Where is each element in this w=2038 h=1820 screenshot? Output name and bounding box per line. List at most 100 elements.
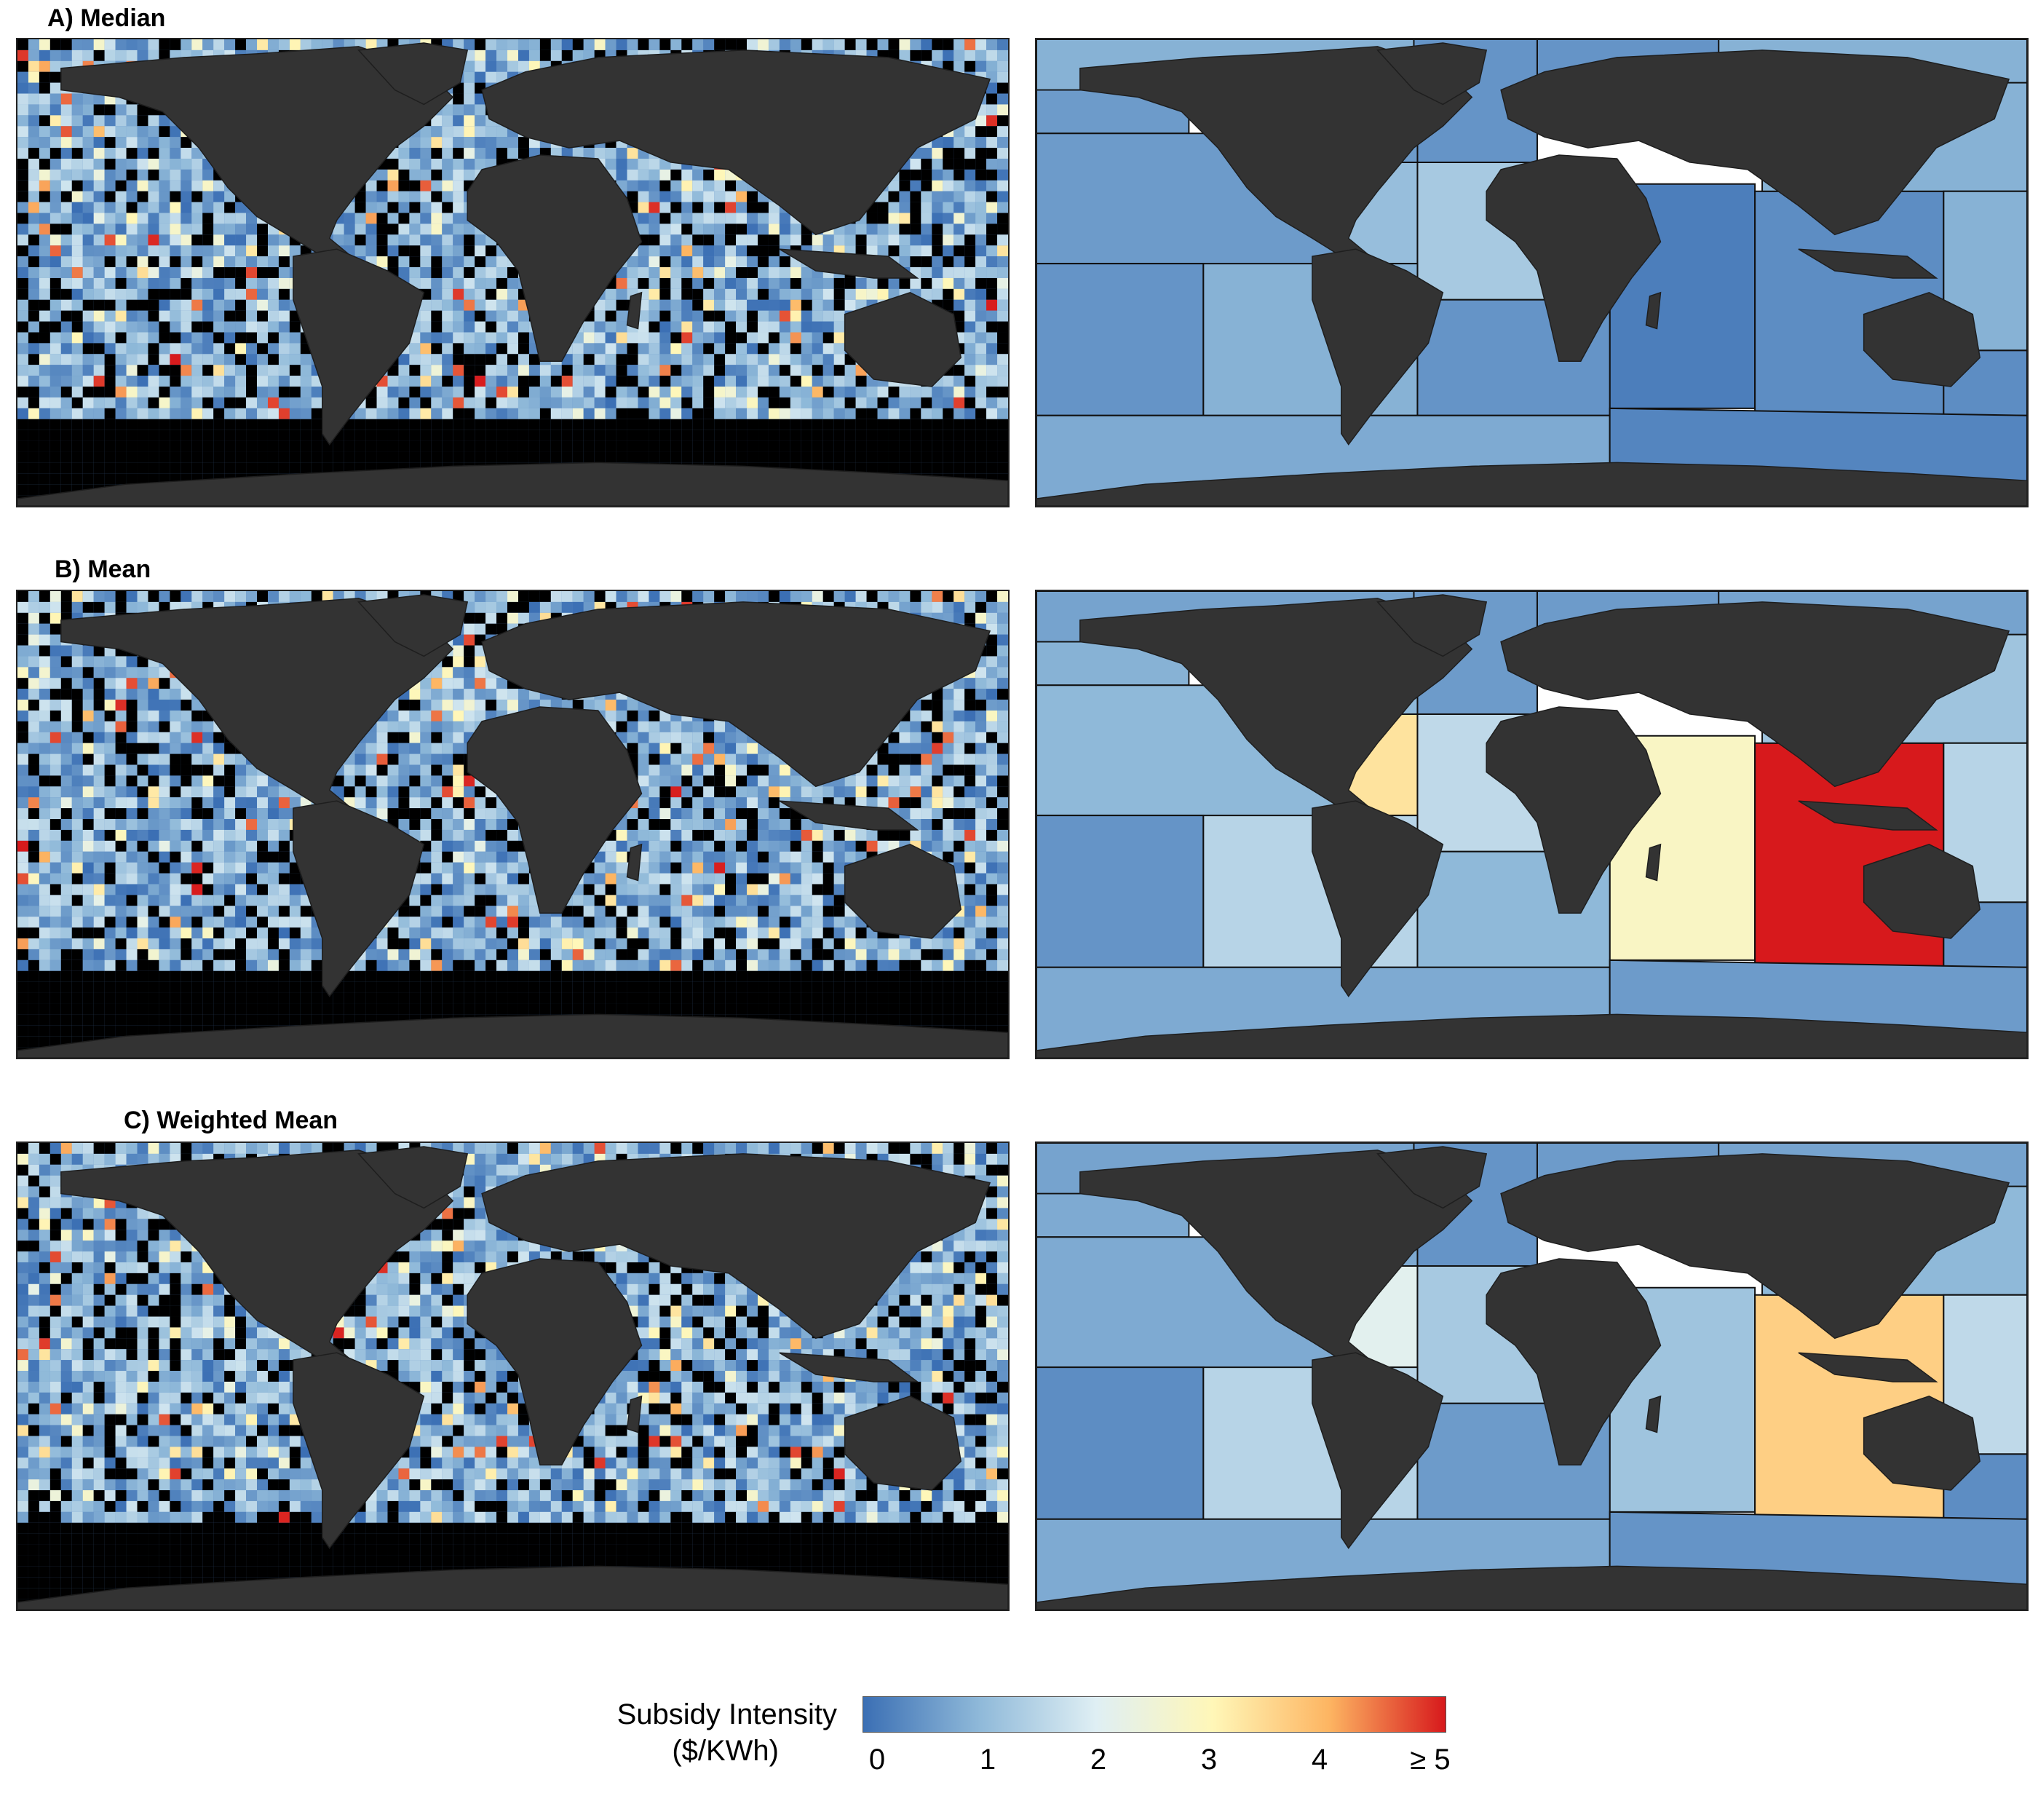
raster-cell — [561, 397, 573, 408]
raster-cell — [71, 299, 83, 311]
raster-cell — [725, 451, 737, 463]
raster-cell — [213, 376, 225, 387]
raster-cell — [344, 440, 355, 452]
raster-cell — [60, 462, 72, 474]
raster-cell — [60, 408, 72, 419]
raster-cell — [104, 343, 116, 355]
raster-cell — [758, 288, 769, 300]
raster-cell — [93, 180, 105, 191]
raster-cell — [877, 202, 889, 213]
raster-cell — [170, 158, 181, 170]
raster-cell — [964, 332, 976, 344]
raster-cell — [137, 126, 148, 138]
raster-cell — [627, 710, 638, 721]
raster-cell — [725, 387, 737, 397]
raster-cell — [409, 158, 421, 170]
raster-cell — [910, 158, 921, 170]
raster-cell — [899, 397, 911, 408]
raster-cell — [605, 365, 616, 376]
raster-cell — [605, 387, 616, 397]
raster-cell — [60, 50, 72, 61]
raster-cell — [855, 376, 867, 387]
raster-cell — [191, 39, 203, 50]
raster-cell — [224, 277, 236, 289]
raster-cell — [71, 169, 83, 181]
raster-cell — [932, 39, 943, 50]
raster-cell — [997, 213, 1008, 224]
raster-cell — [790, 223, 801, 235]
raster-cell — [376, 234, 388, 246]
raster-cell — [464, 667, 475, 678]
raster-cell — [997, 678, 1008, 689]
raster-cell — [866, 591, 878, 602]
raster-cell — [191, 277, 203, 289]
raster-cell — [768, 202, 780, 213]
raster-cell — [485, 299, 497, 311]
raster-cell — [39, 387, 50, 397]
raster-cell — [877, 245, 889, 257]
raster-cell — [191, 332, 203, 344]
raster-cell — [964, 223, 976, 235]
raster-cell — [453, 397, 464, 408]
raster-cell — [736, 451, 748, 463]
raster-cell — [376, 430, 388, 441]
raster-cell — [975, 601, 987, 613]
raster-cell — [93, 245, 105, 257]
raster-cell — [431, 126, 443, 138]
raster-cell — [866, 451, 878, 463]
raster-cell — [736, 354, 748, 365]
raster-cell — [257, 591, 268, 602]
raster-cell — [714, 321, 726, 333]
raster-cell — [148, 223, 159, 235]
raster-cell — [420, 234, 432, 246]
raster-cell — [442, 288, 453, 300]
raster-cell — [518, 310, 529, 322]
raster-cell — [191, 419, 203, 430]
raster-cell — [714, 245, 726, 257]
raster-cell — [953, 299, 965, 311]
raster-cell — [398, 700, 410, 711]
raster-cell — [986, 440, 998, 452]
raster-cell — [964, 678, 976, 689]
raster-cell — [376, 180, 388, 191]
raster-cell — [431, 277, 443, 289]
raster-cell — [93, 93, 105, 105]
raster-cell — [191, 451, 203, 463]
raster-cell — [365, 397, 377, 408]
raster-cell — [300, 591, 312, 602]
raster-cell — [528, 601, 540, 613]
raster-cell — [148, 310, 159, 322]
raster-cell — [115, 710, 127, 721]
raster-cell — [213, 321, 225, 333]
raster-cell — [768, 310, 780, 322]
raster-cell — [649, 376, 660, 387]
raster-cell — [627, 158, 638, 170]
raster-cell — [518, 601, 529, 613]
raster-cell — [638, 365, 649, 376]
raster-cell — [159, 115, 170, 127]
raster-cell — [17, 419, 28, 430]
raster-cell — [844, 365, 856, 376]
raster-cell — [202, 408, 214, 419]
raster-cell — [104, 462, 116, 474]
raster-cell — [39, 202, 50, 213]
raster-cell — [49, 623, 61, 635]
raster-cell — [159, 700, 170, 711]
raster-cell — [507, 430, 518, 441]
raster-cell — [28, 245, 39, 257]
raster-cell — [257, 408, 268, 419]
raster-cell — [986, 245, 998, 257]
raster-cell — [104, 332, 116, 344]
raster-cell — [202, 440, 214, 452]
raster-cell — [115, 148, 127, 159]
raster-cell — [855, 408, 867, 419]
raster-cell — [943, 387, 954, 397]
raster-cell — [224, 397, 236, 408]
raster-cell — [137, 137, 148, 149]
raster-cell — [39, 591, 50, 602]
raster-cell — [681, 321, 693, 333]
raster-cell — [181, 332, 192, 344]
raster-cell — [60, 104, 72, 116]
raster-cell — [692, 39, 704, 50]
raster-cell — [246, 299, 258, 311]
